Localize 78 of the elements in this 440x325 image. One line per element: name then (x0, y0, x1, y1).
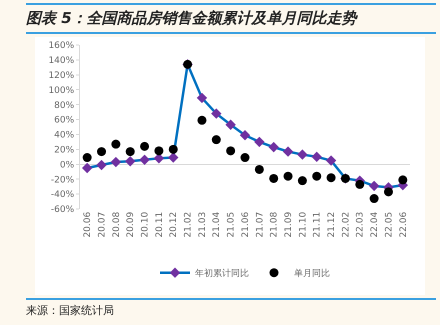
x-tick-label: 20.09 (126, 212, 136, 238)
x-tick-label: 20.11 (154, 212, 165, 238)
point (240, 130, 250, 140)
point (111, 140, 120, 149)
point (240, 153, 250, 162)
point (197, 116, 206, 125)
point (368, 180, 380, 192)
point (398, 175, 408, 184)
x-tick-label: 22.02 (341, 212, 352, 238)
point (298, 176, 307, 186)
point (282, 146, 294, 157)
y-tick-label: -40% (50, 190, 75, 200)
point (284, 172, 293, 181)
x-tick-label: 22.06 (398, 212, 409, 238)
point (370, 194, 379, 204)
y-tick-label: 40% (54, 130, 75, 141)
point (168, 152, 178, 163)
point (97, 147, 106, 156)
point (110, 156, 122, 168)
point (82, 162, 92, 174)
point (154, 146, 164, 156)
y-tick-label: -60% (50, 205, 75, 216)
point (254, 164, 264, 174)
point (326, 173, 336, 182)
point (268, 142, 279, 152)
x-tick-label: 21.11 (312, 212, 323, 238)
point (384, 187, 393, 196)
y-tick-label: 20% (54, 146, 75, 156)
x-tick-label: 20.06 (83, 212, 94, 238)
point (312, 172, 322, 181)
point (168, 144, 178, 154)
point (125, 156, 136, 166)
x-tick-label: 21.02 (184, 212, 194, 238)
y-tick-label: 140% (48, 56, 75, 66)
x-tick-label: 21.12 (327, 212, 338, 238)
x-tick-label: 21.04 (212, 212, 222, 238)
x-tick-label: 20.12 (169, 212, 180, 238)
x-tick-label: 20.10 (140, 212, 150, 238)
point (212, 135, 221, 144)
y-tick-label: 60% (54, 116, 75, 126)
source-note: 来源：国家统计局 (26, 298, 436, 318)
x-tick-label: 21.07 (255, 212, 266, 238)
x-tick-label: 22.05 (384, 212, 394, 238)
point (326, 155, 336, 166)
legend-label: 年初累计同比 (195, 268, 249, 280)
y-tick-label: 0% (60, 160, 75, 170)
point (154, 153, 164, 164)
x-tick-label: 21.06 (240, 212, 251, 238)
point (211, 108, 222, 119)
legend-label: 单月同比 (294, 268, 330, 280)
point (82, 153, 92, 162)
point (96, 160, 107, 170)
y-tick-label: 120% (48, 70, 75, 81)
y-tick-label: -20% (50, 175, 75, 186)
point (254, 136, 265, 148)
y-tick-label: 100% (48, 86, 75, 96)
point (126, 147, 135, 156)
point (269, 174, 278, 183)
x-tick-label: 20.07 (97, 212, 108, 238)
point (226, 146, 236, 156)
x-tick-label: 21.08 (270, 212, 280, 238)
x-tick-label: 22.03 (356, 212, 366, 238)
chart-title: 图表 5：全国商品房销售金额累计及单月同比走势 (26, 3, 436, 34)
point (140, 142, 150, 151)
x-tick-label: 20.08 (112, 212, 122, 238)
point (355, 180, 364, 189)
point (312, 152, 322, 162)
y-tick-label: 80% (54, 100, 75, 111)
point (139, 154, 150, 165)
x-tick-label: 21.05 (226, 212, 237, 238)
point (297, 149, 308, 160)
x-tick-label: 21.03 (198, 212, 208, 238)
x-tick-label: 21.09 (284, 212, 294, 238)
x-tick-label: 22.04 (370, 212, 380, 238)
point (225, 120, 236, 130)
y-tick-label: 160% (48, 41, 75, 52)
x-tick-label: 21.10 (298, 212, 308, 238)
point (196, 92, 208, 104)
